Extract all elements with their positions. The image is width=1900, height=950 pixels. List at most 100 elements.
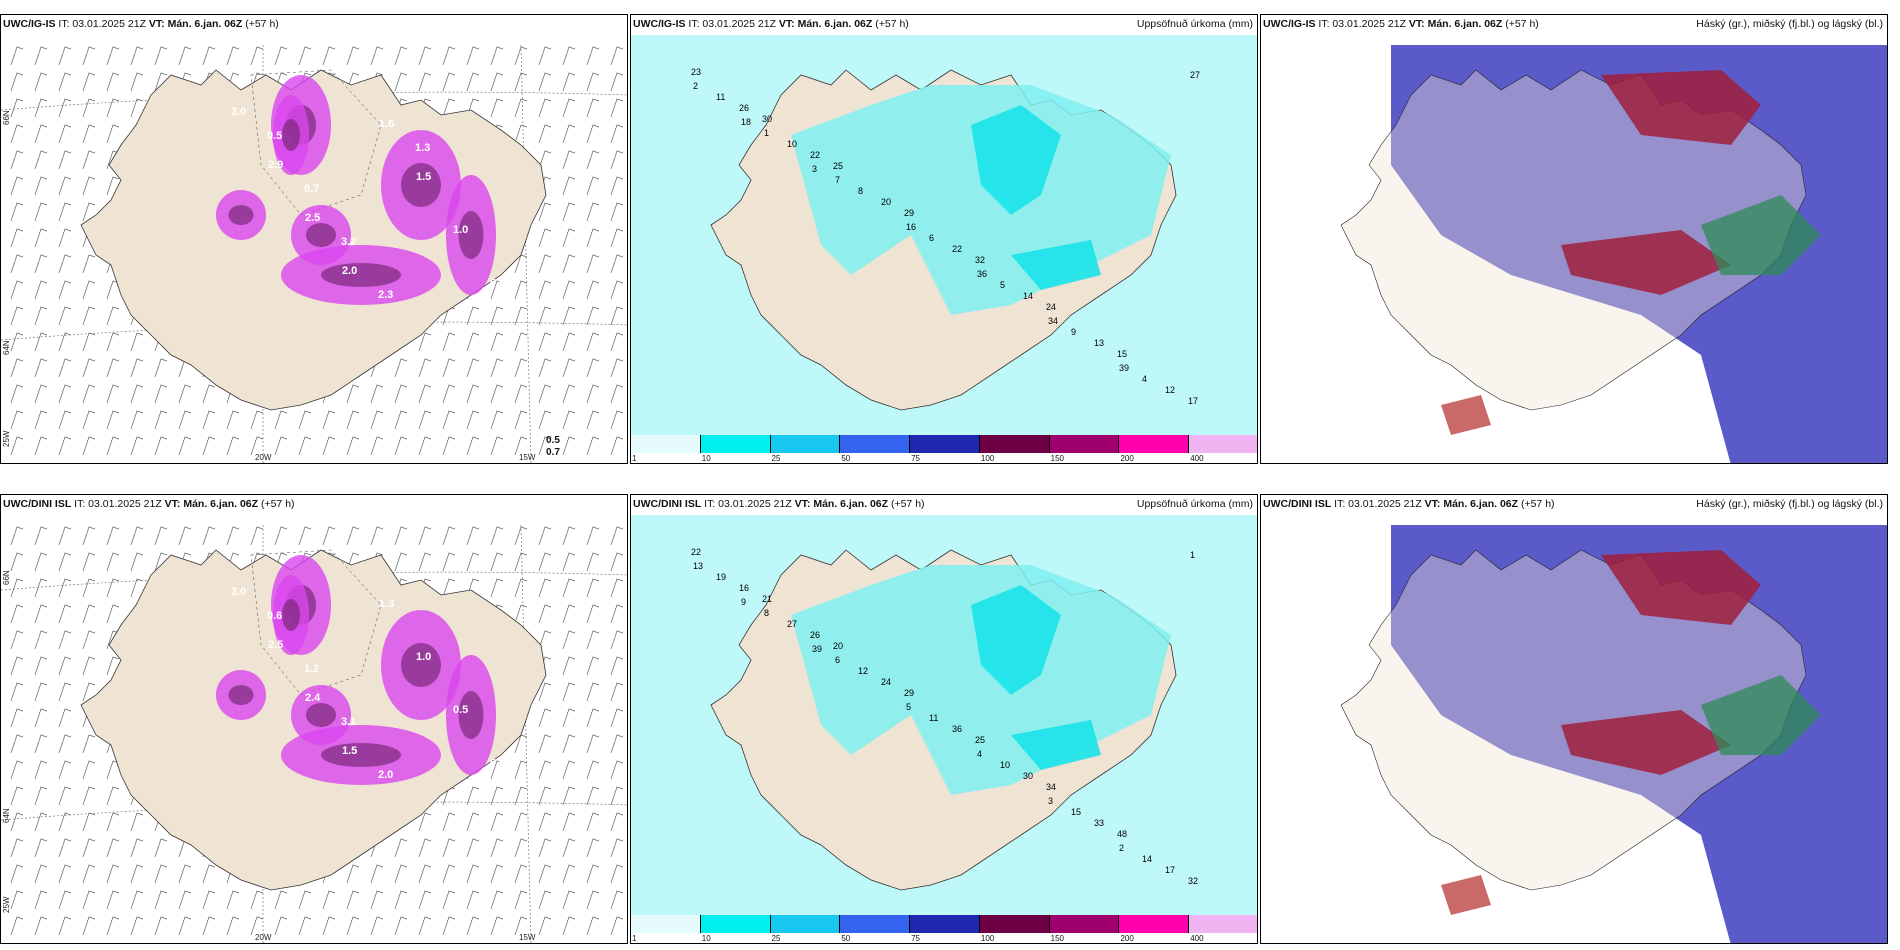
wind-barb [34,916,48,936]
precip-value-label: 2.5 [268,639,283,651]
wind-barb [466,410,480,430]
cloud-panel-igis: UWC/IG-IS IT: 03.01.2025 21Z VT: Mán. 6.… [1260,14,1888,464]
precip-value-label: 21 [762,594,772,604]
wind-barb [562,708,576,728]
wind-barb [490,812,504,832]
wind-barb [538,358,552,378]
wind-barb [538,734,552,754]
precip-blobs [216,555,496,785]
wind-barb [82,552,96,572]
wind-barb [106,436,120,456]
wind-barb [82,280,96,300]
wind-barb [178,410,192,430]
lon-label-20w: 20W [255,933,272,942]
wind-barb [514,760,528,780]
wind-barb [106,176,120,196]
wind-barb [58,682,72,702]
wind-barb [394,72,408,92]
wind-barb [34,332,48,352]
wind-barb [10,812,24,832]
wind-barb [298,410,312,430]
wind-barb [106,410,120,430]
precip-value-label: 3.0 [231,586,246,598]
wind-barb [82,332,96,352]
wind-barb [466,552,480,572]
precip-value-label: 29 [904,688,914,698]
precip-value-label: 0.9 [490,757,505,769]
wind-barb [34,630,48,650]
wind-barb [610,228,624,248]
precip-value-label: 32 [1188,876,1198,886]
wind-barb [154,552,168,572]
wind-barb [490,578,504,598]
lon-label-20w: 20W [255,453,272,462]
wind-barb [466,384,480,404]
wind-barb [562,552,576,572]
wind-barb [58,410,72,430]
wind-barb [586,202,600,222]
colorbar-tick-label: 10 [701,454,711,463]
wind-barb [586,864,600,884]
wind-barb [514,812,528,832]
wind-barb [562,526,576,546]
wind-barb [130,436,144,456]
wind-barb [10,890,24,910]
wind-barb [178,384,192,404]
precip-panel-igis: 23 30 25 29 32 24 15 17 26 22 20 22 14 13 12 11 10 8 6 5 9 4 2… [630,14,1258,464]
wind-barb [610,98,624,118]
wind-barb [154,526,168,546]
precip-value-label: 18 [741,117,751,127]
lat-line [1,321,627,341]
wind-barb [418,864,432,884]
wind-barb [178,436,192,456]
wind-barb [514,358,528,378]
wind-barb [586,46,600,66]
wind-barb [610,708,624,728]
wind-barb [586,812,600,832]
precip-value-label: 12 [858,666,868,676]
wind-barb [274,916,288,936]
wind-barb [106,838,120,858]
wind-barb [514,786,528,806]
precip-high [971,105,1061,215]
wind-barb [202,384,216,404]
precip-value-label: 30 [762,114,772,124]
lon-line [520,524,532,943]
wind-barb [34,786,48,806]
wind-barb [586,734,600,754]
wind-barb [130,332,144,352]
wind-barb [442,384,456,404]
wind-barb [562,72,576,92]
wind-barb [274,526,288,546]
precip-value-label: 13 [1094,338,1104,348]
wind-barb [226,410,240,430]
wind-barb [538,306,552,326]
wind-barb [538,786,552,806]
colorbar-segment [1189,915,1257,933]
wind-barb [10,916,24,936]
wind-barb [466,838,480,858]
wind-barb [538,682,552,702]
wind-barb [82,760,96,780]
wind-barb [34,436,48,456]
wind-barb [178,890,192,910]
wind-barb [418,436,432,456]
wind-barb [394,864,408,884]
colorbar-tick-label: 75 [911,454,921,463]
wind-barb [202,890,216,910]
wind-barb [10,46,24,66]
wind-barb [82,838,96,858]
wind-barb [34,358,48,378]
precip-value-label: 20 [881,197,891,207]
wind-barb [490,358,504,378]
wind-barb [10,864,24,884]
precip-value-label: 25 [975,735,985,745]
wind-barb [514,552,528,572]
wind-barb [34,552,48,572]
colorbar-tick-label: 1 [632,454,637,463]
wind-barb [370,526,384,546]
wind-barb [82,526,96,546]
wind-barb [82,98,96,118]
mid-cloud [1701,195,1821,275]
precip-value-label: 7 [835,175,840,185]
